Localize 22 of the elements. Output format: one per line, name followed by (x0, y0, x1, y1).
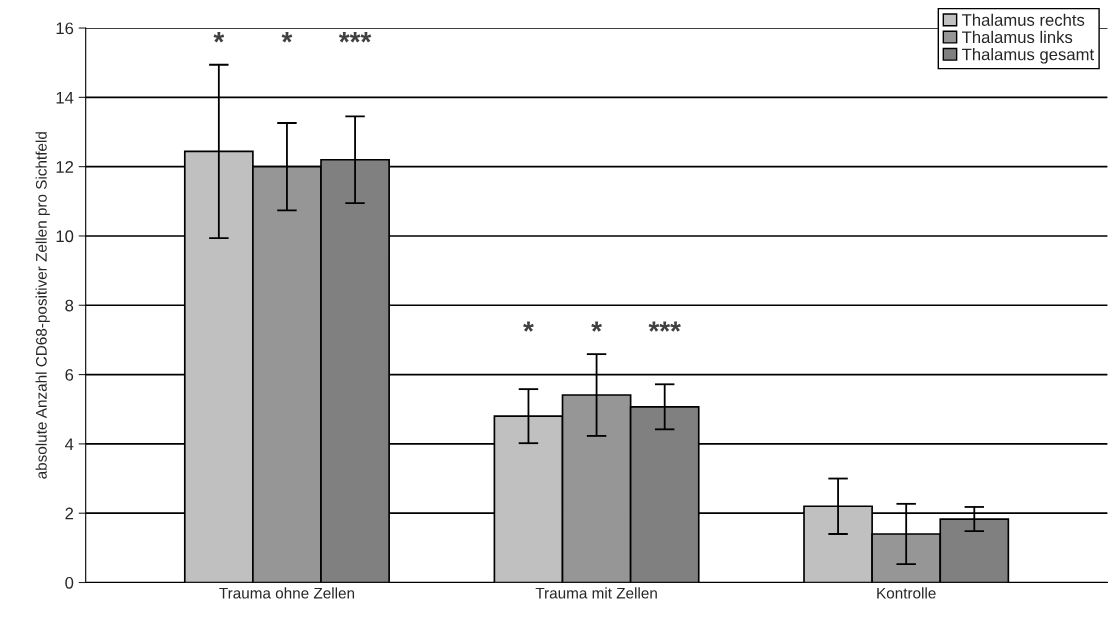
y-tick-label: 2 (65, 507, 74, 520)
y-tick-label: 14 (56, 91, 74, 104)
y-tick-label: 8 (65, 299, 74, 312)
y-tick-label: 6 (65, 368, 74, 381)
y-tick-label: 10 (56, 230, 74, 243)
y-axis-title: absolute Anzahl CD68-positiver Zellen pro Sichtfeld (35, 132, 50, 479)
legend-label: Thalamus rechts (962, 13, 1085, 26)
annotation: * (523, 321, 534, 332)
x-tick-label: Trauma ohne Zellen (219, 587, 355, 599)
y-tick-label: 16 (56, 22, 74, 35)
annotation: *** (338, 32, 372, 43)
y-tick-label: 4 (65, 438, 74, 450)
x-tick-label: Trauma mit Zellen (535, 587, 657, 599)
y-tick-label: 12 (56, 161, 74, 173)
annotation: *** (648, 321, 681, 332)
annotation: * (281, 32, 293, 43)
legend-label: Thalamus links (962, 30, 1073, 44)
legend-label: Thalamus gesamt (962, 48, 1094, 64)
annotation: * (213, 32, 225, 43)
x-tick-label: Kontrolle (877, 587, 936, 599)
y-tick-label: 0 (65, 576, 74, 589)
annotation: * (591, 321, 602, 332)
